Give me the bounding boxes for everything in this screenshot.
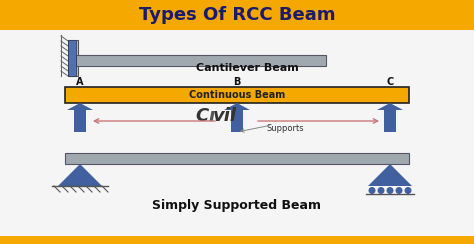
Text: C: C — [195, 107, 208, 125]
Text: A: A — [76, 77, 84, 87]
Text: vil: vil — [213, 107, 237, 125]
Bar — [231, 110, 243, 132]
Bar — [76, 55, 326, 66]
Polygon shape — [224, 103, 250, 110]
Circle shape — [386, 187, 393, 194]
Bar — [0, 0, 474, 30]
Bar — [0, 236, 474, 244]
Circle shape — [404, 187, 411, 194]
Bar — [0, 30, 474, 244]
Circle shape — [395, 187, 402, 194]
Bar — [68, 40, 78, 76]
Text: Types Of RCC Beam: Types Of RCC Beam — [139, 6, 335, 24]
Text: C: C — [386, 77, 393, 87]
Text: ı: ı — [208, 107, 214, 125]
Text: B: B — [233, 77, 241, 87]
Bar — [65, 87, 409, 103]
Circle shape — [377, 187, 384, 194]
Bar — [74, 110, 86, 132]
Polygon shape — [368, 164, 412, 186]
Text: Simply Supported Beam: Simply Supported Beam — [153, 200, 321, 213]
Circle shape — [368, 187, 375, 194]
Bar — [384, 110, 396, 132]
Bar — [65, 153, 409, 164]
Polygon shape — [377, 103, 403, 110]
Bar — [68, 40, 76, 76]
Text: Supports: Supports — [267, 124, 305, 133]
Polygon shape — [67, 103, 93, 110]
Text: Continuous Beam: Continuous Beam — [189, 90, 285, 100]
Polygon shape — [58, 164, 102, 186]
Text: Cantilever Beam: Cantilever Beam — [196, 63, 298, 73]
